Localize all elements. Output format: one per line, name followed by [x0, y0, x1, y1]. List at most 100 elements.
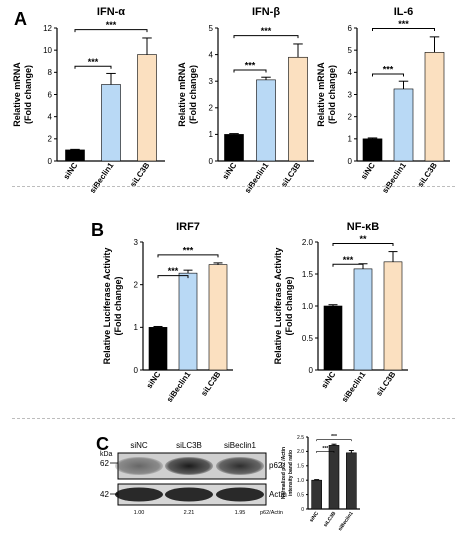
y-tick-label: 6 — [348, 24, 353, 33]
y-axis-label: intensity band ratio — [288, 450, 294, 496]
y-tick-label: 2.0 — [297, 449, 304, 455]
category-label: siNC — [221, 161, 239, 181]
y-tick-label: 2 — [209, 104, 214, 113]
y-tick-label: 10 — [43, 46, 52, 55]
bar-siLC3B — [137, 54, 157, 162]
significance-bracket — [74, 65, 112, 69]
chart-title: IRF7 — [176, 221, 200, 233]
y-axis-label: (Fold change) — [284, 277, 294, 336]
y-tick-label: 0.5 — [302, 334, 314, 343]
category-label: siBeclin1 — [340, 370, 368, 404]
chart-2: 0 1 2 3 4 5 IFN-β Relative mRNA (Fold change) siN… — [177, 6, 314, 195]
marker-62: 62 — [100, 459, 109, 468]
bar-siBeclin1 — [101, 84, 121, 162]
bar-siLC3B — [383, 261, 403, 371]
significance-label: *** — [322, 446, 328, 452]
y-axis-label: Relative Luciferase Activity — [102, 248, 112, 365]
significance-label: *** — [331, 434, 337, 440]
y-tick-label: 4 — [209, 50, 214, 59]
bar-siLC3B — [328, 445, 340, 510]
y-tick-label: 12 — [43, 24, 52, 33]
category-label: siLC3B — [323, 510, 338, 528]
significance-bracket — [332, 263, 364, 267]
category-label: siLC3B — [279, 161, 302, 189]
y-tick-label: 0 — [48, 157, 53, 166]
bar-siNC — [323, 305, 343, 371]
chart-title: IFN-α — [97, 6, 125, 18]
marker-42: 42 — [100, 490, 109, 499]
chart-title: NF-κB — [347, 221, 379, 233]
category-label: siLC3B — [374, 370, 397, 398]
bar-siBeclin1 — [353, 268, 373, 371]
significance-label: *** — [383, 65, 394, 75]
category-label: siLC3B — [416, 161, 439, 189]
y-tick-label: 3 — [348, 90, 353, 99]
actin-band — [216, 487, 264, 502]
y-tick-label: 2 — [134, 280, 139, 289]
significance-label: *** — [245, 61, 256, 71]
y-tick-label: 0 — [348, 157, 353, 166]
chart-title: IFN-β — [252, 6, 280, 18]
band-ratio: 1.00 — [134, 510, 145, 516]
blot-lane-label: siNC — [130, 441, 148, 450]
significance-label: *** — [343, 255, 354, 265]
bar-siNC — [224, 134, 244, 162]
bar-siNC — [362, 138, 383, 162]
category-label: siNC — [145, 370, 163, 390]
y-tick-label: 1.5 — [297, 464, 304, 470]
blot-lane-label: siBeclin1 — [224, 441, 257, 450]
y-axis-label: Relative Luciferase Activity — [273, 248, 283, 365]
blot-lane-label: siLC3B — [176, 441, 202, 450]
p62-band — [165, 457, 213, 475]
y-axis-label: Normalized p62 /Actin — [281, 447, 287, 499]
significance-label: *** — [168, 266, 179, 276]
significance-bracket — [233, 69, 267, 73]
kda-label: kDa — [100, 451, 113, 458]
y-axis-label: Relative mRNA — [316, 62, 326, 127]
category-label: siLC3B — [128, 161, 151, 189]
y-tick-label: 3 — [209, 77, 214, 86]
category-label: siLC3B — [199, 370, 222, 398]
significance-bracket — [316, 439, 352, 442]
panel-label-b: B — [91, 220, 104, 240]
y-tick-label: 0 — [134, 366, 139, 375]
panel-label-c: C — [96, 434, 109, 454]
bar-siNC — [148, 327, 168, 371]
bar-siNC — [311, 479, 322, 510]
band-ratio: 2.21 — [184, 510, 195, 516]
y-tick-label: 2 — [48, 135, 53, 144]
bar-siLC3B — [288, 56, 308, 162]
chart-1: 0 2 4 6 8 10 12 IFN-α Relative mRNA (Fold change)… — [12, 6, 165, 195]
significance-bracket — [233, 35, 299, 39]
significance-label: *** — [106, 20, 117, 30]
y-axis-label: (Fold change) — [23, 65, 33, 124]
chart-5: 0 0.5 1.0 1.5 2.0 NF-κB Relative Luciferase Ac… — [273, 221, 408, 404]
actin-band — [115, 487, 163, 502]
category-label: siBeclin1 — [88, 161, 116, 195]
significance-label: *** — [183, 245, 194, 255]
y-tick-label: 1.0 — [302, 302, 314, 311]
significance-bracket — [372, 27, 435, 31]
bar-siNC — [65, 149, 85, 162]
bar-siLC3B — [208, 264, 228, 371]
significance-bracket — [372, 73, 404, 77]
significance-bracket — [332, 243, 394, 247]
y-tick-label: 0.5 — [297, 492, 304, 498]
y-tick-label: 3 — [134, 238, 139, 247]
separator-a-b — [12, 186, 455, 187]
category-label: siBeclin1 — [243, 161, 271, 195]
panel-label-a: A — [14, 9, 27, 29]
p62-band — [216, 457, 264, 475]
y-tick-label: 1 — [134, 323, 139, 332]
chart-6: 0 0.5 1.0 1.5 2.0 2.5 Normalized p62 /Actin int… — [281, 434, 360, 532]
y-tick-label: 0 — [209, 157, 214, 166]
y-tick-label: 1.5 — [302, 270, 314, 279]
significance-bracket — [74, 29, 148, 33]
significance-label: *** — [261, 26, 272, 36]
ratio-label: p62/Actin — [260, 510, 283, 516]
bar-siBeclin1 — [393, 88, 414, 162]
category-label: siNC — [309, 510, 321, 523]
significance-bracket — [316, 451, 335, 453]
